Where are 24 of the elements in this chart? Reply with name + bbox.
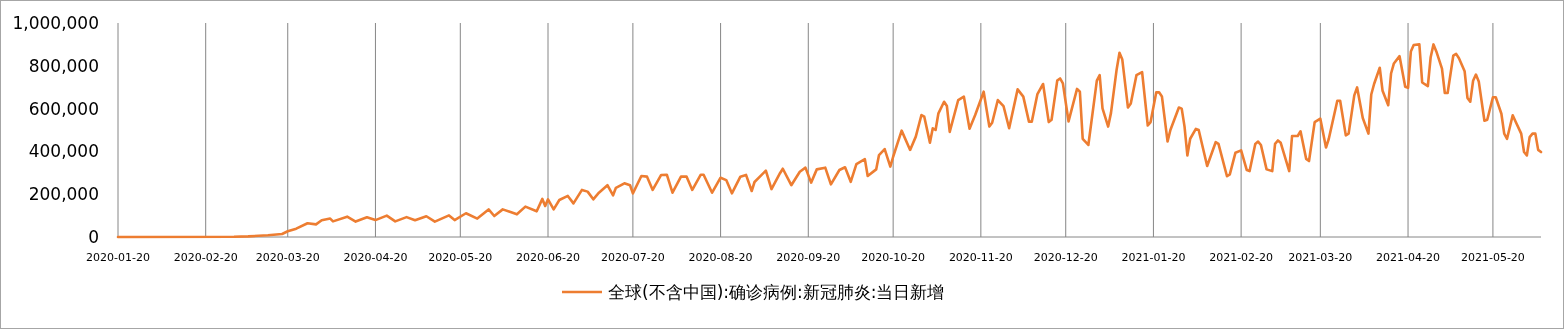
x-tick-label: 2020-12-20 (1033, 251, 1098, 264)
x-tick-label: 2020-11-20 (948, 251, 1013, 264)
x-tick-label: 2020-01-20 (86, 251, 150, 264)
x-tick-label: 2020-07-20 (600, 251, 665, 264)
x-tick-label: 2020-10-20 (861, 251, 926, 264)
x-tick-label: 2020-03-20 (255, 251, 320, 264)
x-tick-label: 2020-09-20 (776, 251, 841, 264)
x-tick-label: 2020-08-20 (688, 251, 753, 264)
x-tick-label: 2021-04-20 (1376, 251, 1440, 264)
x-tick-label: 2020-02-20 (173, 251, 238, 264)
y-tick-label: 400,000 (28, 141, 99, 162)
x-tick-label: 2021-05-20 (1460, 251, 1525, 264)
y-tick-label: 600,000 (28, 98, 99, 119)
x-tick-label: 2021-01-20 (1121, 251, 1186, 264)
x-tick-label: 2021-02-20 (1209, 251, 1274, 264)
y-tick-label: 200,000 (28, 184, 99, 205)
x-tick-label: 2021-03-20 (1288, 251, 1353, 264)
x-tick-label: 2020-06-20 (516, 251, 580, 264)
x-tick-label: 2020-05-20 (428, 251, 493, 264)
y-tick-label: 1,000,000 (12, 13, 99, 33)
legend-label: 全球(不含中国):确诊病例:新冠肺炎:当日新增 (608, 282, 945, 302)
y-tick-label: 800,000 (28, 55, 99, 76)
x-tick-label: 2020-04-20 (343, 251, 408, 264)
y-tick-label: 0 (88, 227, 99, 247)
